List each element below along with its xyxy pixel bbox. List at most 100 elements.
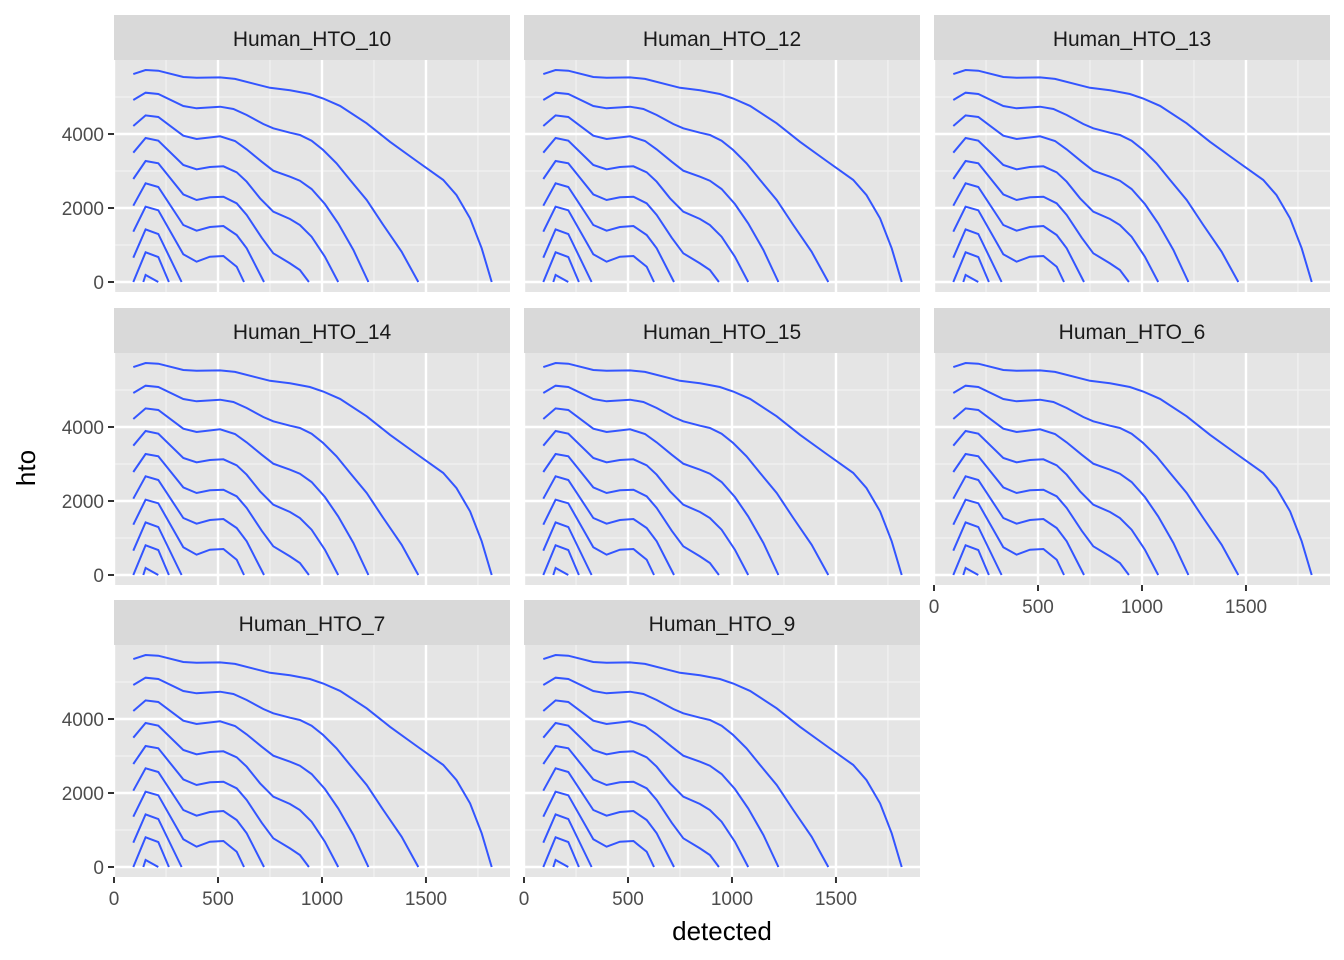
contour-line xyxy=(132,521,183,576)
y-tick-label: 2000 xyxy=(62,784,104,805)
contour-line xyxy=(542,813,593,868)
contour-line xyxy=(132,813,183,868)
contour-line xyxy=(542,136,750,283)
contour-line xyxy=(132,91,420,283)
contour-line xyxy=(952,429,1160,576)
facet-strip xyxy=(524,600,920,645)
contour-line xyxy=(542,182,675,283)
contour-line xyxy=(542,91,830,283)
contour-line xyxy=(962,273,979,283)
contour-line xyxy=(552,566,569,576)
x-tick-label: 0 xyxy=(929,597,940,618)
contour-line xyxy=(132,544,170,576)
contour-line xyxy=(542,384,830,576)
contour-line xyxy=(542,429,750,576)
facet-strip xyxy=(114,308,510,353)
facet-strip-label: Human_HTO_15 xyxy=(643,321,801,344)
contour-line xyxy=(962,566,979,576)
y-tick-label: 4000 xyxy=(62,125,104,146)
panel-background xyxy=(524,353,920,585)
contour-line xyxy=(542,68,903,283)
contour-line xyxy=(132,676,420,868)
x-tick-label: 1500 xyxy=(405,889,447,910)
contour-line xyxy=(952,205,1065,283)
facet-strip-label: Human_HTO_10 xyxy=(233,28,391,51)
contour-line xyxy=(142,566,159,576)
contour-line xyxy=(132,228,183,283)
contour-line xyxy=(952,521,1003,576)
contour-line xyxy=(542,521,593,576)
contour-line xyxy=(952,228,1003,283)
y-tick-label: 2000 xyxy=(62,492,104,513)
facet-strip-label: Human_HTO_6 xyxy=(1059,321,1206,344)
y-tick-label: 0 xyxy=(93,273,104,294)
x-tick-label: 0 xyxy=(109,889,120,910)
y-tick-label: 0 xyxy=(93,858,104,879)
contour-line xyxy=(952,407,1190,576)
panel-background xyxy=(524,60,920,292)
contour-line xyxy=(142,858,159,868)
contour-line xyxy=(542,475,675,576)
x-tick-label: 1000 xyxy=(711,889,753,910)
contour-line xyxy=(952,251,990,283)
contour-line xyxy=(132,251,170,283)
contour-line xyxy=(542,767,675,868)
facet-strip-label: Human_HTO_12 xyxy=(643,28,801,51)
contour-line xyxy=(132,68,493,283)
contour-line xyxy=(542,251,580,283)
x-tick-label: 0 xyxy=(519,889,530,910)
y-axis-title: hto xyxy=(11,450,41,486)
contour-line xyxy=(132,767,265,868)
facet-panel: Human_HTO_15 xyxy=(522,308,920,585)
contour-line xyxy=(132,205,245,283)
contour-line xyxy=(952,159,1130,283)
contour-line xyxy=(542,699,780,868)
contour-line xyxy=(542,498,655,576)
x-tick-label: 500 xyxy=(612,889,644,910)
facet-strip xyxy=(524,15,920,60)
y-tick-label: 0 xyxy=(93,566,104,587)
contour-line xyxy=(542,114,780,283)
facet-panel: Human_HTO_9 0 500 1000 1500 xyxy=(519,600,920,910)
panel-background xyxy=(114,353,510,585)
facet-strip xyxy=(114,15,510,60)
facet-strip xyxy=(934,308,1330,353)
contour-line xyxy=(132,429,340,576)
contour-line xyxy=(542,676,830,868)
contour-line xyxy=(132,407,370,576)
contour-line xyxy=(542,407,780,576)
contour-line xyxy=(952,91,1240,283)
panel-background xyxy=(114,60,510,292)
contour-line xyxy=(952,475,1085,576)
x-axis-title: detected xyxy=(672,916,772,946)
facet-panel: Human_HTO_14 0 2000 4000 xyxy=(62,308,510,587)
contour-line xyxy=(132,836,170,868)
panel-background xyxy=(934,60,1330,292)
facet-strip-label: Human_HTO_13 xyxy=(1053,28,1211,51)
contour-line xyxy=(132,790,245,868)
contour-line xyxy=(542,653,903,868)
panel-background xyxy=(114,645,510,877)
x-tick-label: 500 xyxy=(202,889,234,910)
y-tick-label: 4000 xyxy=(62,418,104,439)
facet-strip-label: Human_HTO_9 xyxy=(649,613,796,636)
contour-line xyxy=(952,114,1190,283)
x-tick-label: 1000 xyxy=(301,889,343,910)
contour-line xyxy=(132,653,493,868)
contour-line xyxy=(132,361,493,576)
contour-line xyxy=(542,452,720,576)
facet-panel: Human_HTO_13 xyxy=(932,15,1330,292)
contour-line xyxy=(142,273,159,283)
contour-line xyxy=(952,544,990,576)
contour-line xyxy=(132,384,420,576)
x-tick-label: 1500 xyxy=(815,889,857,910)
contour-line xyxy=(132,721,340,868)
contour-line xyxy=(952,361,1313,576)
contour-line xyxy=(952,384,1240,576)
contour-line xyxy=(132,498,245,576)
contour-line xyxy=(542,361,903,576)
contour-line xyxy=(542,790,655,868)
contour-line xyxy=(132,452,310,576)
contour-line xyxy=(132,182,265,283)
